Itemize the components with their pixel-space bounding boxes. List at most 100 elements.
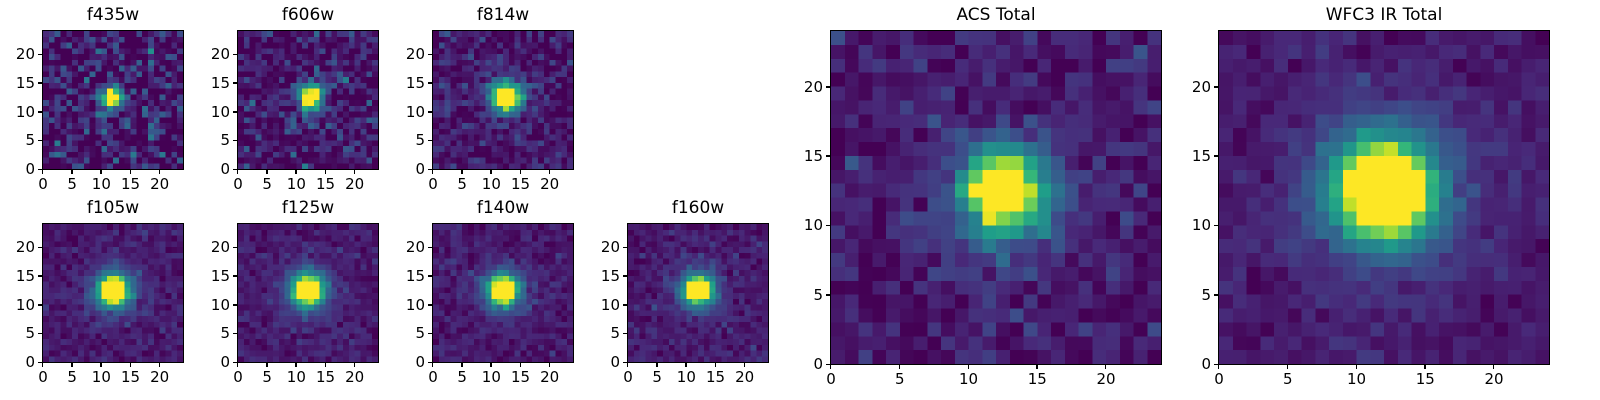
heatmap-f606w xyxy=(238,31,378,169)
y-axis-ticks: 0 5 10 15 20 xyxy=(196,224,238,371)
tick-mark xyxy=(233,332,237,335)
tick-mark xyxy=(1424,365,1426,369)
tick-mark xyxy=(233,168,237,170)
tick-mark xyxy=(38,111,42,113)
tick-mark xyxy=(237,170,239,174)
tick-label: 15 xyxy=(510,368,531,386)
panel-title: f140w xyxy=(476,198,530,218)
tick-label: 15 xyxy=(1191,146,1211,165)
tick-label: 20 xyxy=(150,175,170,193)
tick-label: 15 xyxy=(705,368,726,386)
heatmap-f435w xyxy=(43,31,183,169)
tick-label: 5 xyxy=(67,175,77,193)
tick-label: 10 xyxy=(1346,370,1367,388)
y-axis-ticks: 0 5 10 15 20 xyxy=(196,31,238,178)
x-axis-ticks: 0 5 10 15 20 xyxy=(428,169,573,195)
tick-label: 5 xyxy=(25,324,35,343)
tick-mark xyxy=(461,170,463,174)
tick-label: 10 xyxy=(15,295,35,314)
tick-label: 5 xyxy=(262,368,272,386)
tick-mark xyxy=(623,332,627,335)
tick-label: 5 xyxy=(652,368,662,386)
tick-mark xyxy=(519,170,521,174)
tick-label: 10 xyxy=(91,175,111,193)
tick-label: 0 xyxy=(233,175,243,193)
tick-label: 0 xyxy=(415,160,425,178)
x-axis-ticks: 0 5 10 15 20 xyxy=(1214,364,1549,390)
tick-label: 0 xyxy=(415,353,425,371)
tick-label: 20 xyxy=(210,238,230,256)
tick-mark xyxy=(42,170,44,174)
tick-label: 20 xyxy=(1191,77,1211,96)
tick-mark xyxy=(38,361,42,363)
tick-label: 20 xyxy=(540,368,560,386)
tick-label: 5 xyxy=(25,131,35,150)
heatmap-f105w xyxy=(43,224,183,362)
tick-mark xyxy=(100,363,102,367)
heatmap-f140w xyxy=(433,224,573,362)
tick-mark xyxy=(233,53,237,55)
tick-mark xyxy=(158,363,161,367)
tick-label: 20 xyxy=(405,45,425,63)
tick-mark xyxy=(623,361,627,363)
tick-mark xyxy=(623,246,627,248)
tick-label: 15 xyxy=(120,175,141,193)
x-axis-ticks: 0 5 10 15 20 xyxy=(233,362,378,388)
tick-label: 15 xyxy=(405,266,425,285)
tick-mark xyxy=(548,363,551,367)
tick-label: 5 xyxy=(1282,370,1293,388)
tick-mark xyxy=(826,363,830,365)
y-axis-ticks: 0 5 10 15 20 xyxy=(1,31,43,178)
tick-label: 20 xyxy=(345,175,365,193)
tick-mark xyxy=(714,363,716,367)
tick-mark xyxy=(1218,365,1220,369)
tick-mark xyxy=(1214,294,1218,296)
tick-label: 0 xyxy=(1201,355,1211,373)
panel-title: f435w xyxy=(86,5,140,25)
tick-mark xyxy=(490,170,492,174)
tick-mark xyxy=(38,53,42,55)
tick-mark xyxy=(266,363,268,367)
panel-wfc3-ir-total: WFC3 IR Total 0 5 10 15 20 0 5 10 15 20 xyxy=(1192,7,1550,388)
tick-mark xyxy=(967,365,969,369)
panel-title: ACS Total xyxy=(956,5,1036,25)
tick-label: 10 xyxy=(600,295,620,314)
tick-label: 5 xyxy=(457,175,467,193)
tick-mark xyxy=(623,304,627,306)
panel-f435w: f435w 0 5 10 15 20 0 5 10 15 20 xyxy=(16,7,184,193)
tick-label: 5 xyxy=(1201,285,1211,304)
tick-mark xyxy=(1214,86,1218,88)
tick-mark xyxy=(743,363,746,367)
tick-label: 15 xyxy=(210,266,230,285)
tick-mark xyxy=(490,363,492,367)
panel-title: f814w xyxy=(476,5,530,25)
tick-label: 15 xyxy=(1027,370,1047,388)
tick-mark xyxy=(428,332,432,335)
tick-label: 5 xyxy=(415,131,425,150)
tick-mark xyxy=(548,170,551,174)
tick-label: 20 xyxy=(15,45,35,63)
tick-label: 5 xyxy=(813,285,823,304)
tick-mark xyxy=(129,363,131,367)
tick-mark xyxy=(158,170,161,174)
panel-title: f125w xyxy=(281,198,335,218)
tick-label: 15 xyxy=(405,73,425,92)
tick-label: 10 xyxy=(1191,216,1211,235)
tick-mark xyxy=(233,246,237,248)
tick-label: 10 xyxy=(676,368,696,386)
tick-label: 15 xyxy=(15,73,35,92)
tick-mark xyxy=(1214,363,1218,365)
panel-f105w: f105w 0 5 10 15 20 0 5 10 15 20 xyxy=(16,200,184,386)
tick-mark xyxy=(324,170,326,174)
tick-label: 10 xyxy=(481,175,501,193)
tick-label: 15 xyxy=(510,175,531,193)
tick-label: 0 xyxy=(610,353,620,371)
panel-title: WFC3 IR Total xyxy=(1325,5,1443,25)
tick-label: 0 xyxy=(38,175,48,193)
tick-label: 10 xyxy=(286,175,306,193)
tick-label: 5 xyxy=(894,370,905,388)
panel-f140w: f140w 0 5 10 15 20 0 5 10 15 20 xyxy=(406,200,574,386)
tick-mark xyxy=(830,365,832,369)
tick-label: 0 xyxy=(623,368,633,386)
y-axis-ticks: 0 5 10 15 20 xyxy=(1177,31,1219,373)
